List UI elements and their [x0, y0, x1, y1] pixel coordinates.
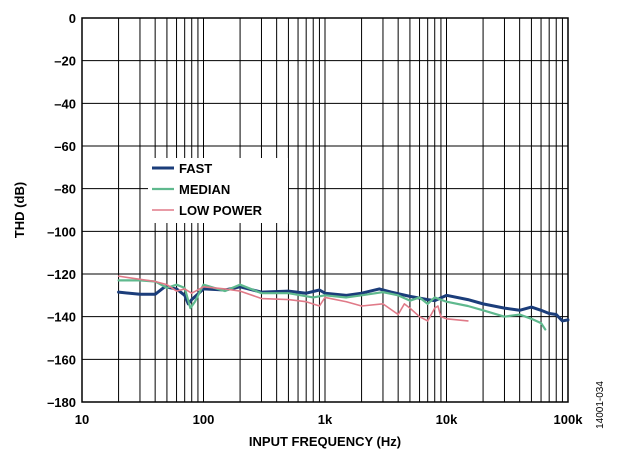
y-tick-label: –160	[47, 352, 76, 367]
series-line-median	[117, 279, 547, 331]
series-layer	[117, 275, 570, 331]
y-tick-label: –100	[47, 224, 76, 239]
x-tick-label: 10k	[436, 412, 458, 427]
tick-labels: 0 –20 –40 –60 –80 –100 –120 –140 –160 –180 10 100 1k…	[47, 11, 583, 427]
x-axis-title: INPUT FREQUENCY (Hz)	[249, 434, 401, 449]
legend-label: FAST	[179, 161, 212, 176]
y-tick-label: –40	[54, 96, 76, 111]
legend-label: LOW POWER	[179, 203, 263, 218]
legend: FAST MEDIAN LOW POWER	[152, 161, 263, 218]
y-tick-label: –120	[47, 267, 76, 282]
y-tick-label: 0	[69, 11, 76, 26]
x-tick-label: 100k	[554, 412, 584, 427]
y-tick-label: –60	[54, 139, 76, 154]
figure-id: 14001-034	[595, 381, 606, 429]
series-line-fast	[117, 285, 570, 323]
legend-label: MEDIAN	[179, 182, 230, 197]
x-tick-label: 10	[75, 412, 89, 427]
y-axis-title: THD (dB)	[12, 182, 27, 238]
y-tick-label: –80	[54, 182, 76, 197]
y-tick-label: –20	[54, 54, 76, 69]
plot-frame	[81, 17, 569, 403]
x-tick-label: 100	[193, 412, 215, 427]
series-line-low-power	[117, 275, 469, 322]
y-tick-label: –180	[47, 395, 76, 410]
x-tick-label: 1k	[318, 412, 333, 427]
y-tick-label: –140	[47, 310, 76, 325]
